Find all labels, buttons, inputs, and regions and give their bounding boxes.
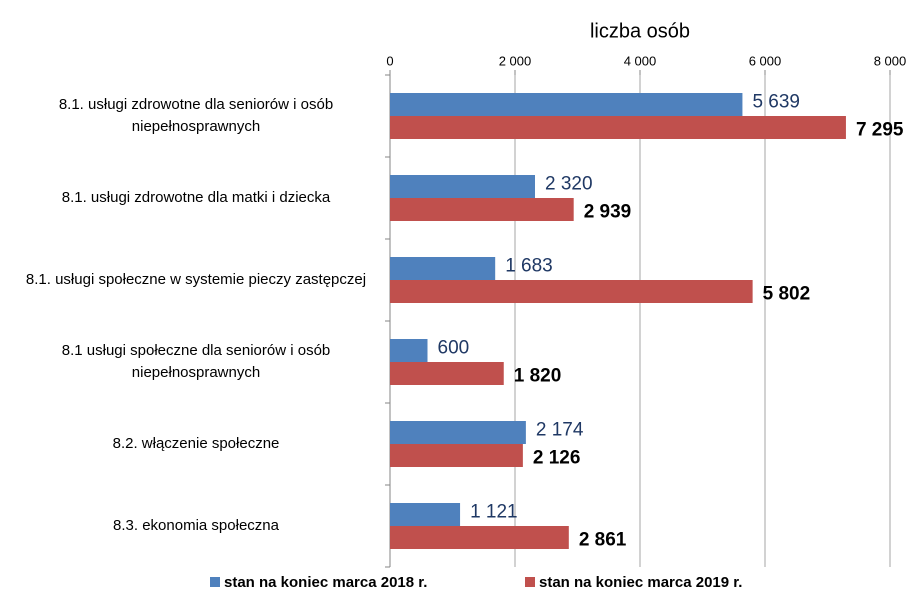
x-tick-label: 8 000 — [874, 53, 907, 68]
category-label: 8.1. usługi zdrowotne dla seniorów i osó… — [58, 96, 334, 135]
bar — [390, 257, 496, 280]
value-label: 2 126 — [533, 448, 581, 469]
category-label: 8.1. usługi zdrowotne dla matki i dzieck… — [61, 189, 331, 206]
x-tick-label: 2 000 — [499, 53, 532, 68]
legend-label: stan na koniec marca 2019 r. — [539, 574, 742, 591]
bar — [390, 116, 846, 139]
bar — [390, 280, 753, 303]
value-label: 5 802 — [763, 284, 811, 305]
value-label: 7 295 — [856, 120, 904, 141]
category-label: 8.1 usługi społeczne dla seniorów i osób… — [61, 342, 331, 381]
bar — [390, 198, 574, 221]
bar — [390, 339, 428, 362]
value-label: 2 939 — [584, 202, 632, 223]
legend-label: stan na koniec marca 2018 r. — [224, 574, 427, 591]
category-label: 8.2. włączenie społeczne — [112, 435, 280, 452]
axis-title: liczba osób — [590, 20, 690, 42]
value-label: 2 174 — [536, 420, 584, 441]
value-label: 1 820 — [514, 366, 562, 387]
value-label: 600 — [438, 338, 470, 359]
legend-swatch — [525, 577, 535, 587]
bar — [390, 175, 535, 198]
value-label: 2 861 — [579, 530, 627, 551]
bar — [390, 421, 526, 444]
category-label: 8.3. ekonomia społeczna — [113, 517, 279, 534]
bar — [390, 444, 523, 467]
bar — [390, 503, 461, 526]
x-tick-label: 0 — [386, 53, 393, 68]
x-tick-label: 6 000 — [749, 53, 782, 68]
bar — [390, 93, 743, 116]
value-label: 2 320 — [545, 174, 593, 195]
category-label: 8.1. usługi społeczne w systemie pieczy … — [25, 271, 367, 288]
value-label: 1 683 — [505, 256, 553, 277]
bar — [390, 362, 504, 385]
value-label: 1 121 — [470, 502, 518, 523]
value-label: 5 639 — [752, 92, 800, 113]
legend-swatch — [210, 577, 220, 587]
x-tick-label: 4 000 — [624, 53, 657, 68]
bar — [390, 526, 569, 549]
